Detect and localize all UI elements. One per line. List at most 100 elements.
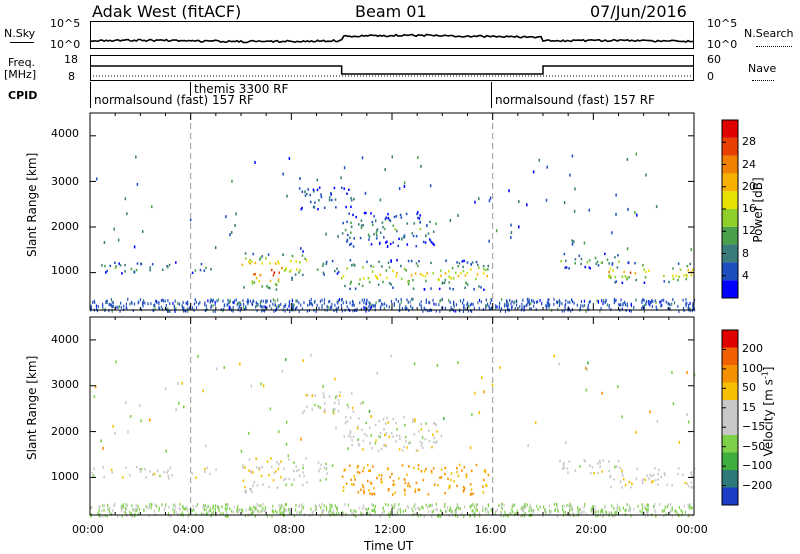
ground-scatter-pixel bbox=[195, 512, 197, 516]
ground-scatter-pixel bbox=[523, 505, 525, 509]
ground-scatter-pixel bbox=[379, 514, 381, 518]
echo-pixel bbox=[269, 262, 271, 265]
echo-pixel bbox=[104, 264, 106, 268]
ground-scatter-pixel bbox=[359, 301, 361, 305]
ground-scatter-pixel bbox=[288, 304, 290, 308]
ground-scatter-pixel bbox=[373, 304, 375, 308]
echo-pixel bbox=[404, 493, 406, 496]
ground-scatter-pixel bbox=[515, 512, 517, 516]
echo-pixel bbox=[387, 216, 390, 220]
ground-scatter-pixel bbox=[404, 508, 407, 512]
ground-scatter-pixel bbox=[458, 506, 460, 510]
echo-pixel bbox=[478, 266, 480, 269]
ground-scatter-pixel bbox=[484, 507, 487, 511]
ground-scatter-pixel bbox=[495, 304, 497, 308]
echo-pixel bbox=[140, 467, 143, 471]
sparse-echo-pixel bbox=[627, 207, 629, 211]
echo-pixel bbox=[432, 441, 435, 444]
sparse-echo-pixel bbox=[175, 408, 177, 412]
echo-pixel bbox=[448, 484, 451, 488]
ground-scatter-pixel bbox=[559, 301, 561, 305]
sparse-echo-pixel bbox=[499, 366, 501, 370]
echo-pixel bbox=[394, 227, 397, 231]
ground-scatter-pixel bbox=[90, 506, 92, 510]
velocity-colorbar-cell bbox=[722, 417, 738, 435]
ground-scatter-pixel bbox=[564, 306, 566, 310]
ground-scatter-pixel bbox=[530, 508, 532, 512]
ground-scatter-pixel bbox=[501, 507, 503, 511]
echo-pixel bbox=[599, 465, 601, 469]
ground-scatter-pixel bbox=[167, 309, 169, 313]
x-tick-label: 00:00 bbox=[72, 523, 104, 536]
ground-scatter-pixel bbox=[249, 507, 251, 511]
cpid-divider-start bbox=[90, 82, 91, 108]
ground-scatter-pixel bbox=[319, 299, 322, 303]
ground-scatter-pixel bbox=[375, 301, 377, 305]
echo-pixel bbox=[486, 274, 488, 278]
echo-pixel bbox=[302, 471, 304, 474]
ground-scatter-pixel bbox=[507, 300, 509, 304]
ground-scatter-pixel bbox=[321, 511, 323, 515]
echo-pixel bbox=[261, 465, 264, 469]
ground-scatter-pixel bbox=[138, 508, 141, 512]
ground-scatter-pixel bbox=[107, 507, 109, 511]
ground-scatter-pixel bbox=[163, 508, 165, 512]
sparse-echo-pixel bbox=[489, 196, 492, 200]
echo-pixel bbox=[301, 254, 304, 257]
ground-scatter-pixel bbox=[579, 306, 581, 310]
velocity-colorbar-frame bbox=[721, 329, 739, 506]
ground-scatter-pixel bbox=[342, 301, 344, 305]
echo-pixel bbox=[411, 232, 414, 235]
ground-scatter-pixel bbox=[419, 507, 421, 511]
ground-scatter-pixel bbox=[597, 299, 600, 303]
ground-scatter-pixel bbox=[654, 299, 656, 303]
echo-pixel bbox=[325, 462, 327, 466]
echo-pixel bbox=[412, 287, 415, 290]
sparse-echo-pixel bbox=[488, 199, 491, 203]
echo-pixel bbox=[270, 457, 272, 460]
ground-scatter-pixel bbox=[293, 514, 296, 518]
ground-scatter-pixel bbox=[353, 303, 355, 307]
ground-scatter-pixel bbox=[472, 509, 474, 513]
echo-pixel bbox=[444, 466, 447, 470]
ground-scatter-pixel bbox=[558, 304, 561, 308]
ground-scatter-pixel bbox=[642, 305, 644, 309]
ground-scatter-pixel bbox=[435, 508, 437, 512]
ground-scatter-pixel bbox=[185, 301, 188, 305]
ground-scatter-pixel bbox=[562, 508, 564, 512]
echo-pixel bbox=[350, 242, 353, 245]
echo-pixel bbox=[672, 277, 675, 281]
ground-scatter-pixel bbox=[259, 301, 262, 305]
ground-scatter-pixel bbox=[296, 306, 298, 310]
echo-pixel bbox=[344, 468, 347, 471]
ground-scatter-pixel bbox=[549, 511, 551, 515]
echo-pixel bbox=[432, 433, 434, 436]
echo-pixel bbox=[373, 492, 376, 496]
echo-pixel bbox=[242, 479, 245, 482]
echo-pixel bbox=[163, 470, 166, 474]
echo-pixel bbox=[171, 474, 173, 477]
ground-scatter-pixel bbox=[569, 507, 571, 511]
echo-pixel bbox=[610, 275, 612, 278]
echo-pixel bbox=[593, 471, 595, 475]
echo-pixel bbox=[478, 285, 480, 288]
echo-pixel bbox=[362, 223, 364, 227]
ground-scatter-pixel bbox=[455, 303, 458, 307]
echo-pixel bbox=[115, 265, 118, 268]
ground-scatter-pixel bbox=[428, 504, 430, 508]
ground-scatter-pixel bbox=[130, 512, 133, 516]
sparse-echo-pixel bbox=[136, 182, 139, 186]
sparse-echo-pixel bbox=[686, 413, 689, 417]
echo-pixel bbox=[367, 233, 370, 236]
ground-scatter-pixel bbox=[245, 305, 247, 309]
ground-scatter-pixel bbox=[174, 299, 176, 303]
echo-pixel bbox=[471, 261, 474, 264]
power-ytick-1000: 1000 bbox=[51, 264, 79, 277]
sparse-echo-pixel bbox=[361, 156, 364, 160]
echo-pixel bbox=[601, 470, 603, 473]
echo-pixel bbox=[564, 266, 566, 269]
sparse-echo-pixel bbox=[534, 421, 537, 425]
echo-pixel bbox=[404, 481, 407, 485]
echo-pixel bbox=[628, 276, 630, 279]
echo-pixel bbox=[432, 467, 435, 470]
